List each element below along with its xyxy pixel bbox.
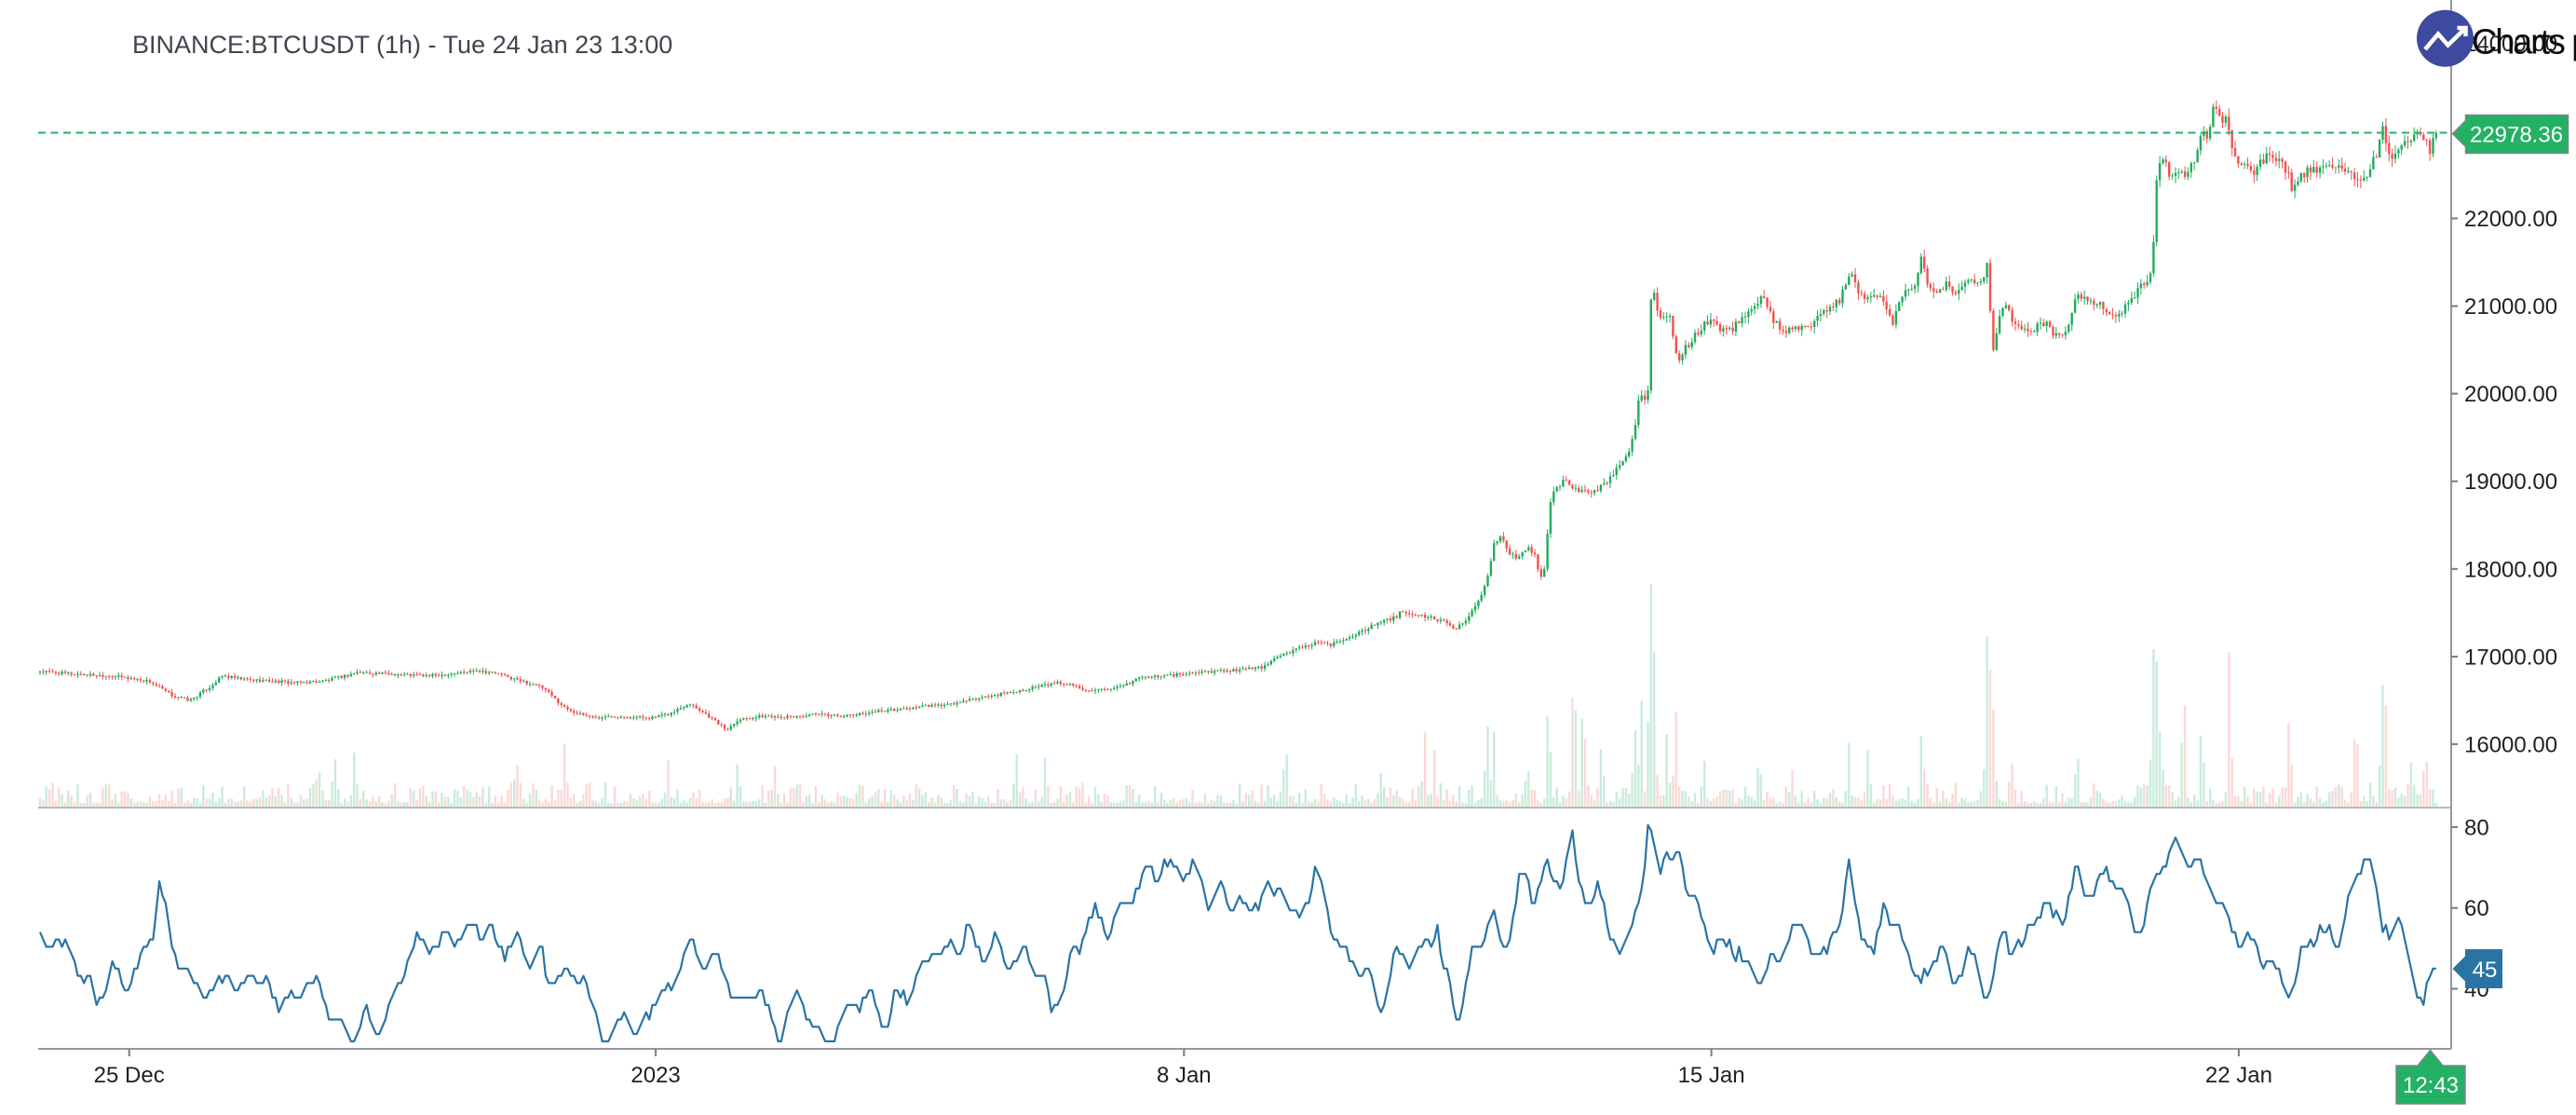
svg-text:21000.00: 21000.00 xyxy=(2464,294,2557,320)
svg-text:20000.00: 20000.00 xyxy=(2464,382,2557,407)
svg-text:25 Dec: 25 Dec xyxy=(94,1063,165,1088)
svg-text:8 Jan: 8 Jan xyxy=(1157,1063,1212,1088)
svg-text:45: 45 xyxy=(2473,958,2498,983)
svg-text:22000.00: 22000.00 xyxy=(2464,207,2557,232)
svg-text:60: 60 xyxy=(2464,896,2489,921)
svg-text:BINANCE:BTCUSDT (1h) - Tue 24: BINANCE:BTCUSDT (1h) - Tue 24 Jan 23 13:… xyxy=(132,31,672,59)
svg-text:Charts po: Charts po xyxy=(2472,23,2576,62)
svg-text:22978.36: 22978.36 xyxy=(2470,123,2563,148)
svg-text:80: 80 xyxy=(2464,815,2489,840)
svg-text:19000.00: 19000.00 xyxy=(2464,469,2557,495)
svg-text:12:43: 12:43 xyxy=(2403,1073,2459,1098)
svg-text:16000.00: 16000.00 xyxy=(2464,732,2557,757)
svg-text:18000.00: 18000.00 xyxy=(2464,557,2557,582)
svg-text:17000.00: 17000.00 xyxy=(2464,645,2557,670)
svg-text:2023: 2023 xyxy=(630,1063,680,1088)
svg-text:22 Jan: 22 Jan xyxy=(2205,1063,2272,1088)
svg-text:24000.00: 24000.00 xyxy=(2464,32,2557,57)
svg-text:15 Jan: 15 Jan xyxy=(1678,1063,1745,1088)
